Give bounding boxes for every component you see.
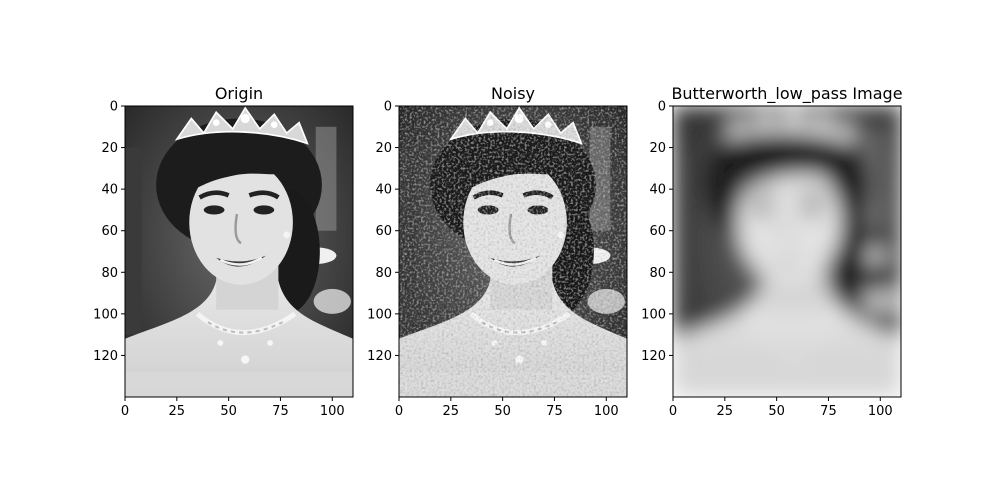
y-tick-label: 120 — [641, 349, 666, 364]
x-tick-label: 0 — [669, 404, 677, 419]
y-tick-label: 20 — [649, 141, 666, 156]
y-tick-label: 80 — [101, 266, 118, 281]
x-tick-label: 0 — [395, 404, 403, 419]
y-tick-label: 60 — [649, 224, 666, 239]
x-tick-label: 100 — [868, 404, 893, 419]
y-tick-label: 100 — [641, 307, 666, 322]
x-tick-label: 25 — [443, 404, 460, 419]
origin-title: Origin — [215, 84, 263, 103]
x-tick-label: 0 — [121, 404, 129, 419]
x-tick-label: 100 — [594, 404, 619, 419]
y-tick-label: 60 — [375, 224, 392, 239]
x-tick-label: 75 — [820, 404, 837, 419]
y-tick-label: 40 — [101, 183, 118, 198]
noisy-title: Noisy — [491, 84, 535, 103]
x-tick-label: 75 — [272, 404, 289, 419]
y-tick-label: 120 — [93, 349, 118, 364]
x-tick-label: 50 — [220, 404, 237, 419]
y-tick-label: 0 — [384, 100, 392, 115]
x-tick-label: 75 — [546, 404, 563, 419]
filtered-axes-frame — [672, 105, 902, 398]
origin-panel: Origin 0 25 50 75 100 0 20 40 60 80 100 120 — [93, 84, 354, 419]
y-tick-label: 40 — [375, 183, 392, 198]
x-tick-label: 50 — [494, 404, 511, 419]
filtered-image — [673, 106, 901, 397]
y-tick-label: 20 — [101, 141, 118, 156]
y-tick-label: 20 — [375, 141, 392, 156]
y-tick-label: 120 — [367, 349, 392, 364]
y-tick-label: 80 — [375, 266, 392, 281]
noisy-panel: Noisy 0 25 50 75 100 0 20 40 60 80 100 120 — [367, 84, 628, 419]
y-tick-label: 40 — [649, 183, 666, 198]
y-tick-label: 100 — [367, 307, 392, 322]
filtered-panel: Butterworth_low_pass Image 0 25 50 75 100 0 20 4… — [641, 84, 902, 419]
noisy-image — [399, 106, 627, 397]
x-tick-label: 100 — [320, 404, 345, 419]
x-tick-label: 25 — [717, 404, 734, 419]
filtered-title: Butterworth_low_pass Image — [671, 84, 902, 104]
origin-axes-frame — [124, 105, 354, 398]
origin-image — [125, 106, 353, 397]
y-tick-label: 100 — [93, 307, 118, 322]
y-tick-label: 0 — [110, 100, 118, 115]
noisy-axes-frame — [398, 105, 628, 398]
y-tick-label: 60 — [101, 224, 118, 239]
x-tick-label: 25 — [169, 404, 186, 419]
x-tick-label: 50 — [768, 404, 785, 419]
y-tick-label: 80 — [649, 266, 666, 281]
y-tick-label: 0 — [658, 100, 666, 115]
